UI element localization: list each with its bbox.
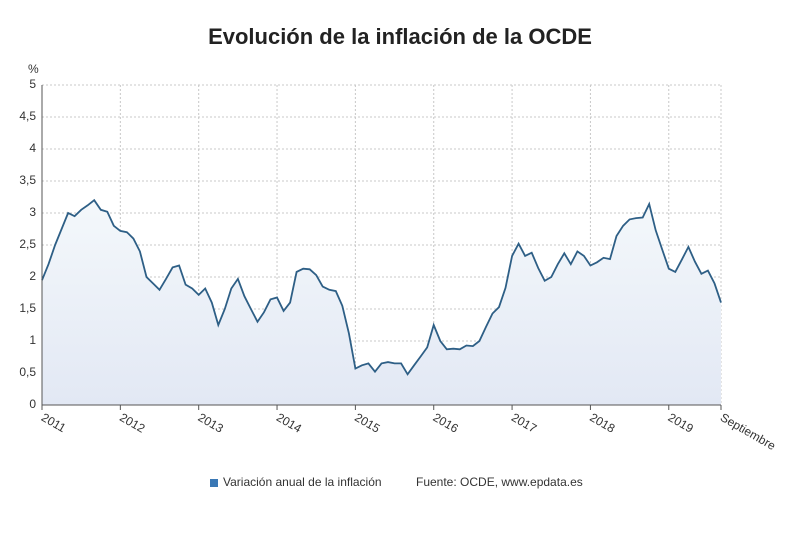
x-tick-label: 2015 [352,410,382,436]
chart-title: Evolución de la inflación de la OCDE [208,24,592,49]
x-tick-label: 2013 [196,410,226,436]
y-tick-label: 2 [29,269,36,283]
y-tick-label: 3 [29,205,36,219]
x-tick-label: 2018 [587,410,617,436]
legend-label: Variación anual de la inflación [223,475,382,489]
y-tick-label: 4 [29,141,36,155]
y-unit: % [28,62,39,76]
x-tick-label: 2014 [274,410,304,436]
source: Fuente: OCDE, www.epdata.es [416,475,583,489]
x-tick-label: 2017 [509,410,539,436]
area-fill [42,200,721,405]
x-tick-label: 2011 [39,410,69,435]
y-tick-label: 0 [29,397,36,411]
line [41,198,722,376]
legend-swatch [210,479,218,487]
y-tick-label: 3,5 [19,173,36,187]
y-tick-label: 2,5 [19,237,36,251]
y-tick-label: 1 [29,333,36,347]
y-tick-label: 4,5 [19,109,36,123]
y-tick-label: 1,5 [19,301,36,315]
x-tick-label: 2012 [117,410,147,436]
y-tick-label: 5 [29,77,36,91]
x-tick-label: 2016 [431,410,461,436]
x-tick-label: Septiembre [718,410,778,453]
y-tick-label: 0,5 [19,365,36,379]
x-tick-label: 2019 [666,410,696,436]
